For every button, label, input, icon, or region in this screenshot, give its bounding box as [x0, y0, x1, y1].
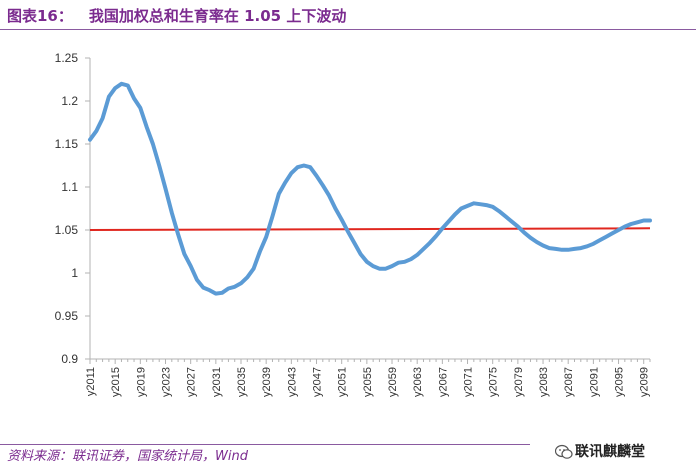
y-tick-label: 1.2 — [61, 94, 78, 108]
y-tick-label: 1 — [71, 266, 78, 280]
y-tick-label: 0.95 — [55, 309, 79, 323]
title-divider — [0, 29, 696, 30]
x-tick-label: y2079 — [513, 367, 525, 397]
reference-line — [89, 227, 651, 231]
x-tick-label: y2019 — [135, 367, 147, 397]
x-tick-label: y2095 — [614, 367, 626, 397]
brand-logo: 联讯麒麟堂 — [554, 440, 645, 464]
source-note: 资料来源：联讯证券，国家统计局，Wind — [7, 449, 248, 464]
x-tick-label: y2031 — [211, 367, 223, 397]
x-tick-label: y2083 — [538, 367, 550, 397]
x-axis: y2011 y2015 y2019 y2023 y2027 y2031 y2035 y2039… — [85, 358, 651, 397]
y-tick-label: 1.1 — [61, 180, 78, 194]
x-tick-label: y2055 — [362, 367, 374, 397]
x-tick-label: y2015 — [110, 367, 122, 397]
x-tick-label: y2059 — [387, 367, 399, 397]
x-tick-label: y2035 — [236, 367, 248, 397]
x-tick-label: y2071 — [463, 367, 475, 397]
x-tick-label: y2063 — [412, 367, 424, 397]
y-axis: 0.9 0.95 1 1.05 1.1 1.15 1.2 1.25 — [55, 51, 91, 366]
x-tick-label: y2047 — [312, 367, 324, 397]
brand-logo-text: 联讯麒麟堂 — [575, 444, 645, 460]
footer-divider — [0, 444, 530, 445]
x-tick-label: y2075 — [488, 367, 500, 397]
y-tick-label: 1.05 — [55, 223, 79, 237]
x-tick-label: y2027 — [186, 367, 198, 397]
x-tick-label: y2011 — [85, 367, 97, 396]
figure-title: 图表16： 我国加权总和生育率在 1.05 上下波动 — [7, 4, 346, 28]
x-tick-label: y2091 — [588, 367, 600, 397]
x-tick-label: y2039 — [261, 367, 273, 397]
y-tick-label: 1.15 — [55, 137, 79, 151]
y-tick-label: 0.9 — [61, 352, 78, 366]
x-tick-label: y2023 — [161, 367, 173, 397]
y-tick-label: 1.25 — [55, 51, 79, 65]
fertility-rate-line — [88, 81, 652, 296]
x-tick-label: y2043 — [286, 367, 298, 397]
figure-number: 图表16： — [7, 7, 73, 25]
series-layer — [88, 81, 652, 296]
x-tick-label: y2087 — [563, 367, 575, 397]
figure-title-text: 我国加权总和生育率在 1.05 上下波动 — [88, 7, 347, 25]
x-tick-label: y2051 — [337, 367, 349, 397]
wechat-icon — [554, 444, 573, 459]
x-tick-label: y2099 — [639, 367, 651, 397]
x-tick-label: y2067 — [437, 367, 449, 397]
